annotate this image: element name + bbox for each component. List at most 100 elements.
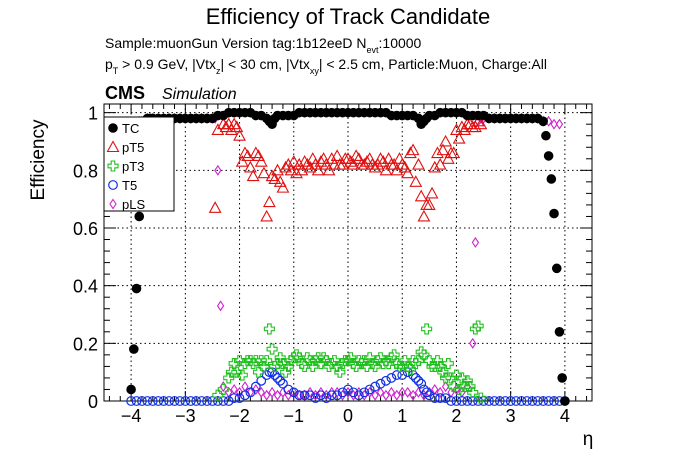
- point-pt3: [337, 357, 349, 370]
- point-pt5: [455, 120, 469, 133]
- point-pls: [216, 300, 225, 312]
- point-pt3: [464, 381, 476, 393]
- point-pls: [376, 386, 385, 398]
- point-t5: [397, 370, 408, 380]
- cuts-info-p: p: [105, 56, 113, 72]
- point-t5: [294, 390, 305, 401]
- point-t5: [202, 396, 212, 406]
- point-t5: [305, 390, 315, 401]
- point-t5: [278, 378, 288, 389]
- point-pt3: [404, 363, 416, 375]
- point-pls: [235, 386, 244, 398]
- point-t5: [538, 396, 549, 406]
- point-pt3: [434, 360, 446, 372]
- point-t5: [511, 396, 521, 406]
- point-pt3: [266, 343, 278, 355]
- point-t5: [131, 396, 142, 406]
- point-t5: [386, 373, 397, 383]
- point-pt3: [437, 366, 449, 378]
- point-pt5: [295, 163, 309, 176]
- point-pt3: [431, 355, 444, 367]
- point-pt5: [208, 201, 222, 213]
- point-pt3: [461, 375, 473, 387]
- point-pls: [279, 386, 287, 398]
- point-pt5: [300, 157, 314, 170]
- point-t5: [410, 373, 421, 383]
- point-t5: [416, 378, 427, 389]
- point-t5: [321, 393, 332, 404]
- point-pt5: [346, 157, 360, 170]
- point-pt5: [268, 172, 282, 185]
- point-pls: [555, 118, 564, 130]
- point-pt5: [219, 120, 233, 133]
- point-t5: [348, 387, 359, 398]
- point-pt3: [239, 357, 251, 370]
- point-t5: [359, 387, 370, 398]
- point-t5: [288, 387, 299, 398]
- legend-marker-t5: [108, 180, 118, 190]
- point-t5: [223, 396, 234, 406]
- point-pt3: [269, 360, 281, 372]
- point-t5: [269, 370, 280, 380]
- x-tick-label: 4: [560, 406, 570, 426]
- point-t5: [489, 396, 500, 406]
- point-pt3: [328, 355, 340, 367]
- point-t5: [421, 387, 432, 398]
- x-tick-label: −2: [229, 406, 250, 426]
- point-pls: [471, 236, 480, 248]
- point-pt5: [279, 160, 293, 173]
- point-t5: [391, 370, 402, 380]
- legend: TC pT5 pT3 T5 pLS: [103, 116, 175, 212]
- point-t5: [153, 396, 164, 406]
- y-tick-label: 0: [88, 392, 98, 412]
- point-pls: [257, 386, 265, 398]
- point-t5: [364, 384, 375, 395]
- point-pt5: [290, 166, 303, 179]
- point-t5: [440, 393, 451, 404]
- point-pt5: [447, 146, 461, 159]
- point-pt3: [369, 360, 381, 372]
- point-pt5: [458, 123, 472, 136]
- point-t5: [126, 396, 137, 406]
- point-t5: [180, 396, 191, 406]
- point-t5: [505, 396, 516, 406]
- point-pt3: [423, 355, 435, 367]
- point-pt3: [345, 352, 357, 364]
- point-pt5: [371, 157, 385, 170]
- point-pt5: [230, 120, 244, 133]
- point-pt3: [252, 366, 265, 378]
- point-pt5: [336, 157, 350, 170]
- point-pt5: [344, 155, 358, 167]
- point-pt5: [349, 149, 363, 161]
- point-pt5: [368, 160, 382, 173]
- point-pt3: [274, 352, 286, 364]
- point-t5: [429, 393, 440, 404]
- point-t5: [310, 393, 321, 404]
- point-pt5: [241, 149, 255, 161]
- point-pt5: [422, 198, 436, 210]
- cuts-info-line: pT > 0.9 GeV, |Vtxz| < 30 cm, |Vtxxy| < …: [105, 56, 547, 76]
- point-t5: [326, 390, 337, 401]
- x-tick-label: 2: [451, 406, 461, 426]
- point-pls: [214, 164, 222, 176]
- cuts-info-part3: | < 2.5 cm, Particle:Muon, Charge:All: [319, 56, 547, 72]
- point-pt5: [403, 146, 417, 159]
- point-t5: [527, 396, 538, 406]
- point-pt3: [361, 360, 373, 372]
- point-t5: [315, 390, 326, 401]
- point-pls: [398, 386, 406, 398]
- point-pt5: [414, 189, 428, 202]
- legend-marker-tc: [108, 123, 118, 133]
- point-pt5: [360, 155, 374, 167]
- point-pt3: [236, 369, 248, 381]
- point-pt3: [383, 357, 395, 370]
- point-pt3: [334, 366, 346, 378]
- point-pls: [550, 118, 558, 130]
- axes: −4 −3 −2 −1 0 1 2 3 4 0 0.2 0.4 0.6 0.8 1: [73, 103, 593, 426]
- point-pt5: [271, 163, 284, 176]
- point-tc: [541, 130, 551, 141]
- point-pls: [382, 389, 390, 401]
- point-t5: [185, 396, 196, 406]
- point-t5: [142, 396, 153, 406]
- point-tc: [538, 116, 549, 127]
